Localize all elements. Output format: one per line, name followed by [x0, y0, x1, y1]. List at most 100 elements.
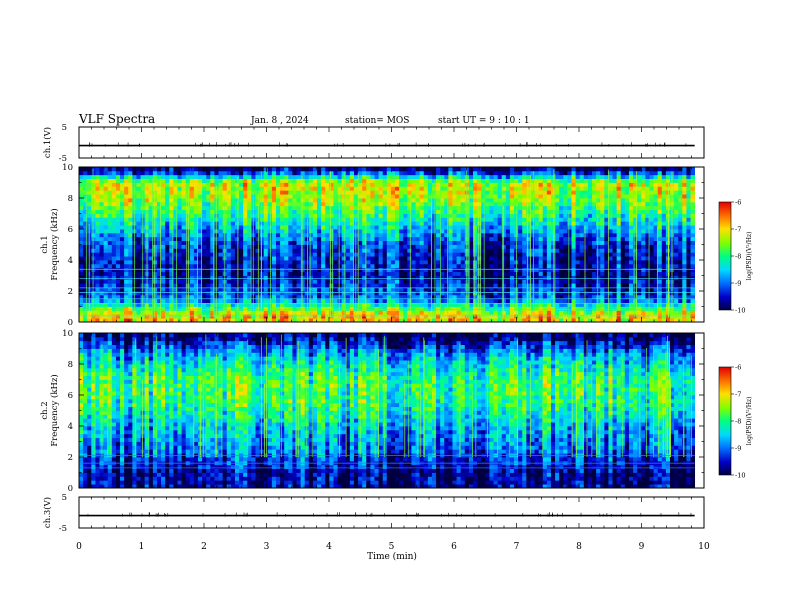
spectrogram-cell — [419, 213, 425, 218]
spectrogram-cell — [419, 198, 425, 203]
spectrogram-cell — [378, 236, 384, 242]
spectrogram-cell — [345, 267, 351, 273]
spectrogram-cell — [198, 283, 203, 288]
spectrogram-cell — [362, 178, 367, 183]
spectrogram-cell — [95, 209, 100, 214]
spectrogram-cell — [358, 205, 363, 211]
spectrogram-cell — [218, 229, 224, 234]
spectrogram-cell — [444, 252, 449, 257]
spectrogram-cell — [423, 198, 429, 203]
spectrogram-cell — [329, 287, 334, 292]
spectrogram-cell — [481, 186, 486, 191]
spectrogram-cell — [99, 306, 105, 311]
spectrogram-cell — [559, 236, 564, 242]
spectrogram-cell — [534, 287, 540, 292]
spectrogram-cell — [271, 209, 277, 214]
spectrogram-cell — [358, 256, 363, 261]
spectrogram-cell — [124, 229, 129, 234]
spectrogram-cell — [427, 190, 433, 195]
spectrogram-cell — [288, 240, 293, 245]
spectrogram-cell — [481, 174, 486, 180]
spectrogram-cell — [333, 225, 338, 230]
spectrogram-cell — [497, 291, 503, 296]
spectrogram-cell — [489, 294, 494, 300]
spectrogram-cell — [304, 213, 310, 218]
spectrogram-cell — [509, 271, 515, 276]
spectrogram-cell — [345, 240, 351, 245]
spectrogram-cell — [181, 221, 187, 226]
spectrogram-cell — [325, 186, 330, 191]
spectrogram-cell — [427, 248, 433, 253]
spectrogram-cell — [358, 294, 363, 300]
spectrogram-cell — [169, 213, 174, 218]
spectrogram-cell — [518, 283, 523, 288]
spectrogram-cell — [538, 178, 544, 183]
spectrogram-cell — [477, 236, 482, 242]
spectrogram-cell — [353, 217, 359, 222]
spectrogram-cell — [493, 267, 499, 273]
spectrogram-cell — [304, 287, 310, 292]
spectrogram-cell — [460, 178, 466, 183]
spectrogram-cell — [292, 229, 297, 234]
spectrogram-cell — [214, 225, 219, 230]
spectrogram-cell — [198, 229, 203, 234]
spectrogram-cell — [349, 306, 355, 311]
spectrogram-cell — [230, 240, 236, 245]
spectrogram-cell — [132, 170, 137, 176]
spectrogram-cell — [460, 256, 466, 261]
spectrogram-cell — [169, 174, 174, 180]
spectrogram-cell — [271, 298, 277, 304]
spectrogram-cell — [202, 283, 207, 288]
spectrogram-cell — [173, 229, 178, 234]
spectrogram-cell — [300, 182, 306, 187]
spectrogram-cell — [522, 244, 527, 249]
spectrogram-cell — [538, 209, 544, 214]
spectrogram-cell — [366, 310, 371, 315]
spectrogram-cell — [325, 232, 330, 238]
spectrogram-cell — [296, 190, 302, 195]
spectrogram-cell — [202, 287, 207, 292]
spectrogram-cell — [489, 298, 494, 304]
spectrogram-cell — [148, 294, 154, 300]
spectrogram-cell — [546, 198, 552, 203]
spectrogram-cell — [177, 294, 182, 300]
spectrogram-cell — [366, 248, 371, 253]
spectrogram-cell — [177, 229, 182, 234]
spectrogram-cell — [288, 302, 293, 307]
spectrogram-cell — [456, 252, 462, 257]
spectrogram-cell — [497, 263, 503, 269]
spectrogram-cell — [563, 205, 568, 211]
spectrogram-cell — [501, 198, 507, 203]
spectrogram-cell — [460, 302, 466, 307]
spectrogram-cell — [403, 252, 408, 257]
spectrogram-cell — [431, 174, 437, 180]
spectrogram-cell — [136, 167, 141, 172]
spectrogram-cell — [485, 213, 490, 218]
spectrogram-cell — [546, 310, 552, 315]
spectrogram-cell — [263, 209, 269, 214]
spectrogram-cell — [91, 310, 96, 315]
spectrogram-cell — [353, 194, 359, 199]
spectrogram-cell — [431, 298, 437, 304]
spectrogram-cell — [226, 298, 232, 304]
spectrogram-cell — [136, 310, 141, 315]
spectrogram-cell — [156, 256, 162, 261]
spectrogram-cell — [358, 229, 363, 234]
spectrogram-cell — [271, 178, 277, 183]
spectrogram-cell — [370, 174, 375, 180]
spectrogram-cell — [161, 291, 166, 296]
spectrogram-cell — [156, 298, 162, 304]
spectrogram-cell — [399, 178, 404, 183]
spectrogram-cell — [169, 318, 174, 323]
spectrogram-cell — [333, 182, 338, 187]
spectrogram-cell — [325, 252, 330, 257]
spectrogram-cell — [473, 256, 478, 261]
spectrogram-cell — [177, 167, 182, 172]
spectrogram-cell — [407, 260, 412, 265]
spectrogram-cell — [193, 306, 199, 311]
spectrogram-cell — [296, 170, 302, 176]
spectrogram-cell — [411, 279, 416, 284]
spectrogram-cell — [538, 232, 544, 238]
spectrogram-cell — [202, 294, 207, 300]
spectrogram-cell — [382, 221, 388, 226]
